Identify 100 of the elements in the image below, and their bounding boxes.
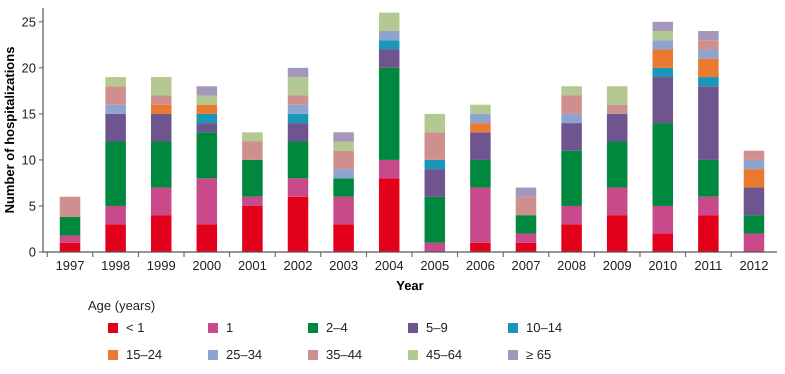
bar xyxy=(333,169,354,178)
bar xyxy=(470,242,491,252)
bar xyxy=(470,123,491,132)
bar xyxy=(333,142,354,151)
bar xyxy=(470,160,491,188)
bar xyxy=(698,49,719,59)
x-tick-label: 2009 xyxy=(602,258,632,273)
bar xyxy=(60,196,80,218)
bar xyxy=(105,77,126,86)
legend-label: 35–44 xyxy=(326,347,362,362)
bar xyxy=(288,178,308,197)
bar xyxy=(561,123,582,151)
bar xyxy=(652,49,674,68)
bar xyxy=(698,31,719,40)
bar xyxy=(150,104,172,114)
x-tick-label: 2005 xyxy=(420,258,450,273)
bar xyxy=(470,114,491,124)
bar xyxy=(150,114,172,142)
x-tick-label: 1997 xyxy=(56,258,84,273)
bar xyxy=(242,132,263,142)
bar xyxy=(606,188,628,216)
x-tick-label: 2010 xyxy=(648,258,678,273)
bar xyxy=(378,68,400,160)
bar xyxy=(652,206,674,234)
bar xyxy=(60,242,80,252)
bar xyxy=(652,22,674,32)
bar xyxy=(561,114,582,124)
bar xyxy=(606,104,628,114)
legend-label: 25–34 xyxy=(226,347,262,362)
bar xyxy=(744,160,764,170)
bar xyxy=(105,114,126,142)
bar xyxy=(378,160,400,178)
x-tick-label: 2012 xyxy=(740,258,768,273)
y-tick-label: 15 xyxy=(22,106,36,122)
y-axis-title: Number of hospitalizations xyxy=(2,46,17,214)
bar xyxy=(378,31,400,40)
bar xyxy=(561,150,582,206)
bar xyxy=(652,77,674,124)
bar xyxy=(288,104,308,114)
x-tick-label: 2006 xyxy=(466,258,495,273)
bar xyxy=(652,31,674,40)
bar xyxy=(606,86,628,105)
bar xyxy=(606,114,628,142)
bar xyxy=(105,206,126,224)
bar xyxy=(744,169,764,188)
bar xyxy=(698,40,719,50)
bar xyxy=(561,86,582,96)
legend-label: < 1 xyxy=(126,320,144,335)
bar xyxy=(470,132,491,160)
bar xyxy=(242,196,263,206)
legend-label: 10–14 xyxy=(526,320,562,335)
y-tick-label: 0 xyxy=(28,244,36,260)
bar xyxy=(744,188,764,216)
bar xyxy=(378,40,400,50)
legend-label: 45–64 xyxy=(426,347,462,362)
bar xyxy=(516,234,536,243)
bar xyxy=(378,12,400,32)
bar xyxy=(516,215,536,234)
bar xyxy=(424,196,446,243)
bar xyxy=(333,150,354,170)
bar xyxy=(196,104,218,114)
bar xyxy=(150,77,172,96)
bar xyxy=(652,40,674,50)
legend-label: 15–24 xyxy=(126,347,162,362)
bar xyxy=(242,206,263,252)
x-tick-label: 2011 xyxy=(694,258,722,273)
x-tick-label: 1998 xyxy=(101,258,130,273)
bar xyxy=(60,235,80,243)
bar xyxy=(698,196,719,216)
bar xyxy=(378,178,400,252)
y-tick-label: 10 xyxy=(22,152,36,168)
bar xyxy=(288,95,308,105)
x-tick-label: 2004 xyxy=(374,258,404,273)
bar xyxy=(606,142,628,188)
bar xyxy=(378,49,400,68)
bar xyxy=(516,242,536,252)
bar xyxy=(105,224,126,252)
bar xyxy=(652,68,674,78)
bar xyxy=(698,77,719,86)
bar xyxy=(333,178,354,197)
x-tick-label: 2007 xyxy=(512,258,540,273)
bar xyxy=(698,86,719,160)
bar xyxy=(196,114,218,124)
x-tick-label: 2002 xyxy=(284,258,312,273)
legend-label: 1 xyxy=(226,320,234,335)
bar xyxy=(606,215,628,252)
bar xyxy=(196,123,218,132)
bar xyxy=(698,215,719,252)
bar xyxy=(516,196,536,216)
bar xyxy=(744,215,764,234)
bar xyxy=(470,104,491,114)
y-tick-label: 5 xyxy=(28,198,36,214)
bar xyxy=(150,188,172,216)
bar xyxy=(744,234,764,252)
bar xyxy=(288,196,308,252)
x-tick-label: 1999 xyxy=(146,258,176,273)
bar xyxy=(652,234,674,252)
bar xyxy=(424,114,446,132)
legend-label: ≥ 65 xyxy=(526,347,552,362)
bar xyxy=(105,142,126,206)
